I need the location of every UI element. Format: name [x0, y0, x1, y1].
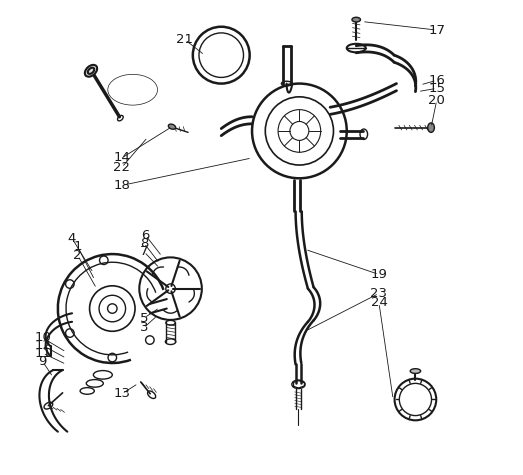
Ellipse shape	[168, 124, 176, 129]
Text: 23: 23	[370, 287, 388, 300]
Ellipse shape	[352, 17, 360, 22]
Text: 12: 12	[34, 339, 51, 352]
Ellipse shape	[410, 369, 420, 373]
Text: 18: 18	[113, 179, 130, 192]
Text: 7: 7	[140, 245, 149, 258]
Text: 16: 16	[428, 74, 445, 87]
Text: 24: 24	[370, 296, 388, 309]
Text: 3: 3	[140, 321, 149, 334]
Text: 19: 19	[370, 268, 388, 281]
Ellipse shape	[428, 123, 435, 133]
Text: 8: 8	[140, 237, 148, 250]
Text: 6: 6	[141, 228, 150, 242]
Text: 13: 13	[113, 387, 130, 400]
Text: 14: 14	[113, 152, 130, 164]
Text: 15: 15	[428, 82, 445, 95]
Text: 21: 21	[176, 33, 194, 46]
Ellipse shape	[85, 65, 97, 76]
Text: 22: 22	[113, 161, 130, 174]
Text: 11: 11	[34, 347, 51, 360]
Text: 10: 10	[34, 332, 51, 344]
Text: 20: 20	[428, 94, 445, 107]
Text: 2: 2	[74, 249, 82, 262]
Text: 1: 1	[74, 240, 82, 254]
Text: 5: 5	[140, 312, 149, 324]
Text: 17: 17	[428, 24, 445, 37]
Text: 9: 9	[39, 355, 47, 368]
Text: 4: 4	[68, 232, 76, 245]
